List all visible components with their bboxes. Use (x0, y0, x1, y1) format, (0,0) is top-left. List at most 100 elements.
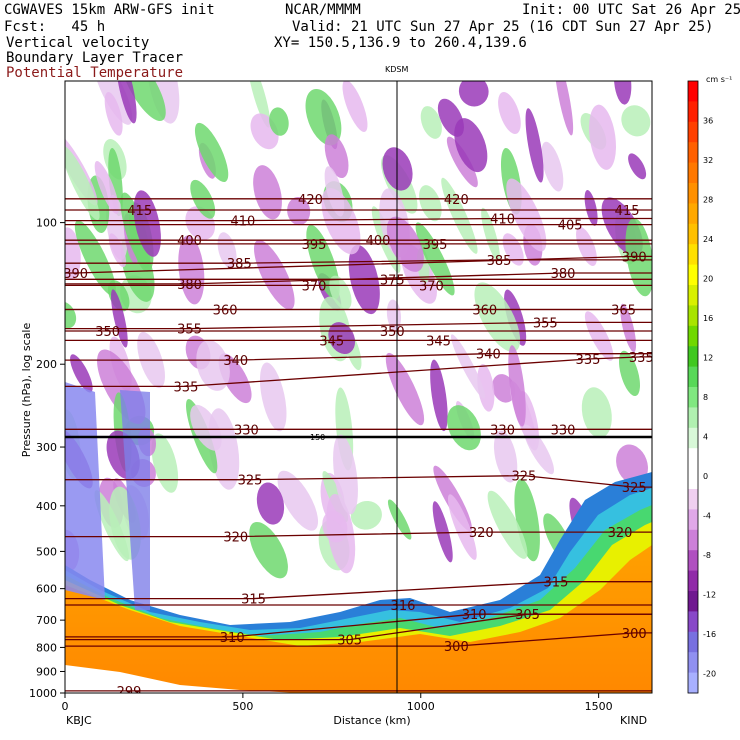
colorbar-label: -8 (703, 551, 711, 560)
velocity-cell (116, 81, 137, 124)
velocity-cell (382, 147, 413, 191)
theta-contour-label: 410 (230, 215, 255, 230)
y-tick-label: 200 (36, 358, 57, 371)
velocity-cell (190, 404, 222, 451)
theta-contour (65, 581, 652, 600)
organization: NCAR/MMMM (285, 2, 361, 18)
x-tick-label: 1500 (585, 700, 613, 713)
tracer-orange-layer (65, 545, 652, 693)
y-tick-label: 900 (36, 665, 57, 678)
theta-contour-label: 405 (558, 219, 583, 234)
theta-contour-label: 340 (223, 354, 248, 369)
theta-contour-label: 380 (551, 267, 576, 282)
colorbar-label: 24 (703, 235, 713, 244)
x-axis-label: Distance (km) (333, 714, 410, 727)
valid-time: Valid: 21 UTC Sun 27 Apr 25 (16 CDT Sun … (292, 19, 714, 35)
velocity-cell (74, 220, 116, 296)
velocity-cell (94, 161, 119, 214)
theta-contour-label: 316 (391, 599, 416, 614)
tracer-plume-mid (120, 390, 150, 610)
colorbar-bin (688, 81, 698, 102)
colorbar-bin (688, 346, 698, 368)
theta-contour-label: 365 (611, 303, 636, 318)
theta-contour-label: 305 (337, 634, 362, 649)
theta-contour (65, 255, 652, 274)
y-tick-label: 800 (36, 641, 57, 654)
velocity-cell (508, 345, 526, 427)
theta-contour-label: 330 (551, 423, 576, 438)
theta-contour-label: 335 (174, 380, 199, 395)
theta-contour-label: 310 (220, 631, 245, 646)
colorbar-bin (688, 101, 698, 123)
colorbar-bin (688, 570, 698, 592)
velocity-cell (324, 134, 349, 179)
velocity-cell (621, 105, 651, 137)
y-tick-label: 100 (36, 217, 57, 230)
velocity-cell (502, 233, 524, 266)
terrain-mask (65, 665, 300, 693)
velocity-cell (477, 363, 495, 412)
colorbar-bin (688, 142, 698, 164)
velocity-cell (430, 359, 448, 432)
theta-contour-label: 305 (515, 608, 540, 623)
cross-section-endpoints: XY= 150.5,136.9 to 260.4,139.6 (274, 35, 527, 51)
velocity-cell (256, 482, 285, 525)
colorbar-bin (688, 672, 698, 694)
field-boundary-layer-tracer: Boundary Layer Tracer (6, 50, 184, 66)
theta-contour-label: 330 (490, 423, 515, 438)
velocity-cell (196, 340, 230, 391)
colorbar-bin (688, 611, 698, 633)
theta-contour-label: 310 (462, 608, 487, 623)
velocity-cell (65, 145, 100, 221)
theta-contour-label: 315 (241, 593, 266, 608)
plot-area: 299 300 300 305 305 310 310 315 315 316 320 320 320 3… (65, 81, 652, 693)
velocity-cell (277, 470, 319, 531)
velocity-cell (458, 81, 489, 107)
colorbar-bin (688, 264, 698, 286)
theta-contour-label: 330 (234, 423, 259, 438)
velocity-cell (454, 118, 488, 173)
velocity-cell (504, 289, 527, 346)
velocity-cell (305, 88, 342, 146)
colorbar-bin (688, 407, 698, 429)
init-time: Init: 00 UTC Sat 26 Apr 25 (522, 2, 740, 18)
velocity-cell (253, 165, 282, 220)
theta-contour-label: 415 (615, 204, 640, 219)
theta-contour (65, 474, 652, 488)
velocity-cell (419, 185, 442, 222)
theta-contour-label: 385 (487, 254, 512, 269)
velocity-cell (93, 81, 133, 125)
theta-contour-label: 335 (576, 353, 601, 368)
colorbar-bin (688, 468, 698, 490)
theta-contour (65, 272, 652, 285)
velocity-cell (613, 81, 632, 105)
velocity-cell (618, 350, 640, 397)
colorbar: 36 32 28 24 20 16 12 8 4 0 -4 -8 -12 -16 -20 (687, 80, 716, 694)
y-axis-label: Pressure (hPa), log scale (20, 323, 33, 458)
velocity-cell (324, 166, 345, 217)
y-tick-label: 700 (36, 614, 57, 627)
velocity-cell (151, 433, 179, 493)
theta-contour-label: 345 (319, 334, 344, 349)
theta-contour-label: 375 (380, 273, 405, 288)
x-tick-label: 0 (62, 700, 69, 713)
colorbar-label: -16 (703, 630, 716, 639)
theta-contour-label: 300 (444, 640, 469, 655)
velocity-cell (387, 499, 412, 540)
theta-contour-label: 355 (533, 316, 558, 331)
colorbar-bin (688, 121, 698, 143)
theta-contour-label: 320 (469, 526, 494, 541)
velocity-cell (628, 153, 647, 180)
theta-contour-label: 325 (512, 470, 537, 485)
velocity-cell (576, 226, 597, 266)
colorbar-bin (688, 591, 698, 612)
colorbar-bin (688, 550, 698, 572)
velocity-cell (287, 196, 311, 226)
velocity-cell (474, 282, 521, 352)
colorbar-bin (688, 305, 698, 327)
velocity-cell (441, 177, 478, 254)
theta-contour-label: 385 (227, 257, 252, 272)
velocity-cell (541, 141, 564, 192)
velocity-cell (447, 494, 477, 560)
theta-contour-label: 395 (423, 238, 448, 253)
